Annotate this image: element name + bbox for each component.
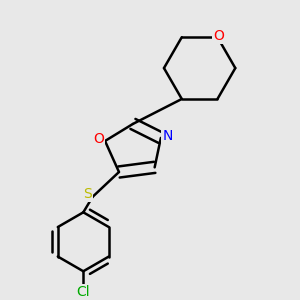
Text: Cl: Cl xyxy=(76,285,90,299)
Text: O: O xyxy=(93,132,104,146)
Text: O: O xyxy=(214,28,224,43)
Text: N: N xyxy=(163,129,173,143)
Text: S: S xyxy=(83,187,92,201)
